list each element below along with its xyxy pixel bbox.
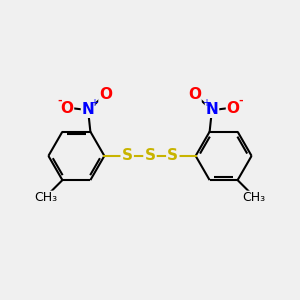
Text: -: - — [238, 96, 243, 106]
Text: +: + — [202, 98, 210, 108]
Text: N: N — [206, 102, 218, 117]
Text: N: N — [82, 102, 94, 117]
Text: S: S — [167, 148, 178, 164]
Text: S: S — [145, 148, 155, 164]
Text: -: - — [57, 96, 62, 106]
Text: O: O — [99, 87, 112, 102]
Text: S: S — [122, 148, 133, 164]
Text: O: O — [188, 87, 201, 102]
Text: O: O — [60, 100, 73, 116]
Text: CH₃: CH₃ — [34, 191, 58, 204]
Text: +: + — [90, 98, 98, 108]
Text: CH₃: CH₃ — [242, 191, 266, 204]
Text: O: O — [227, 100, 240, 116]
